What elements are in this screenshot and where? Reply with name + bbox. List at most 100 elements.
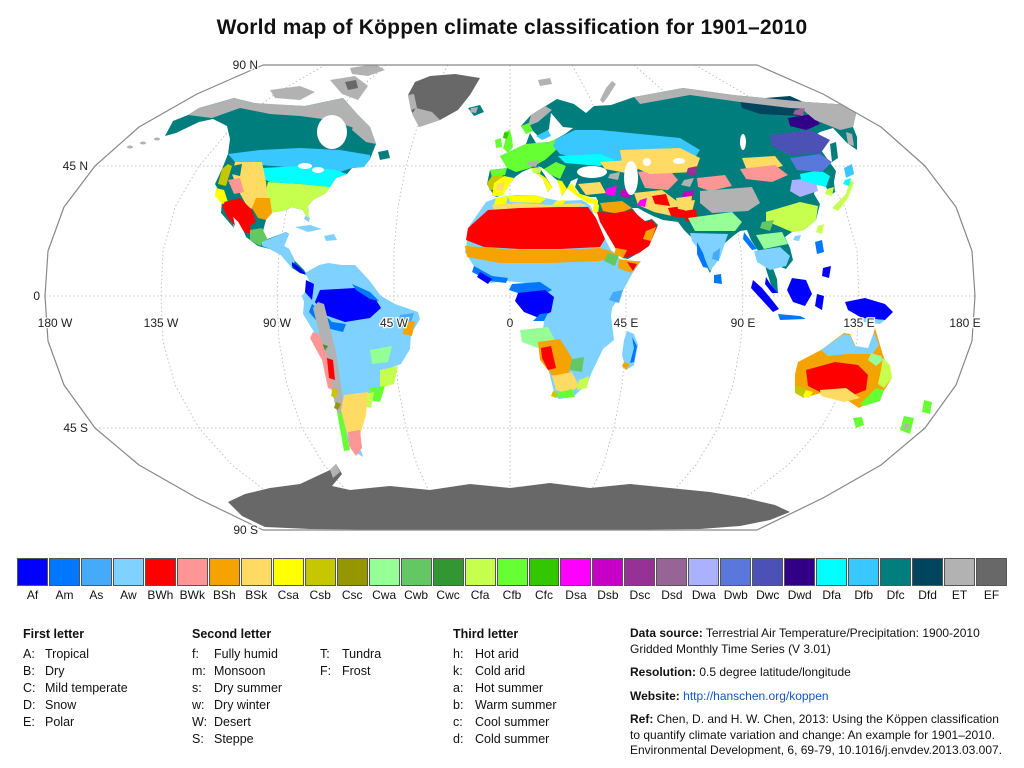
- legend-code: Csb: [309, 588, 331, 602]
- definition-key: E:: [23, 715, 35, 729]
- legend-code: Dsb: [597, 588, 619, 602]
- legend-item: Dsb: [592, 558, 624, 602]
- legend-swatch: [592, 558, 624, 586]
- legend-item: Dwc: [752, 558, 784, 602]
- definition-row: A: Tropical: [23, 646, 183, 663]
- website-label: Website:: [630, 688, 680, 703]
- legend-item: Cfc: [528, 558, 560, 602]
- definition-label: Hot summer: [475, 681, 544, 695]
- reference-label: Ref:: [630, 712, 654, 726]
- legend-code: As: [89, 588, 104, 602]
- legend-item: ET: [944, 558, 976, 602]
- definition-label: Desert: [214, 715, 251, 729]
- definition-key: S:: [192, 732, 204, 746]
- definition-row: b: Warm summer: [453, 697, 618, 714]
- legend-swatch: [848, 558, 880, 586]
- legend-code: Dwd: [787, 588, 812, 602]
- legend-item: Af: [17, 558, 48, 602]
- legend-swatch: [144, 558, 176, 586]
- definition-row: k: Cold arid: [453, 663, 618, 680]
- definition-label: Mild temperate: [45, 681, 128, 695]
- arctic-islands: [127, 65, 616, 149]
- legend-swatch: [80, 558, 112, 586]
- definition-label: Warm summer: [475, 698, 557, 712]
- legend-code: Dwb: [723, 588, 748, 602]
- second-letter-title: Second letter: [192, 627, 272, 641]
- legend-code: BSk: [245, 588, 268, 602]
- legend-swatch: [400, 558, 432, 586]
- legend-item: Dfc: [880, 558, 912, 602]
- legend-swatch: [720, 558, 752, 586]
- legend-swatch: [48, 558, 80, 586]
- definition-label: Tropical: [45, 647, 89, 661]
- legend-code: Dfa: [822, 588, 842, 602]
- legend-code: Dwc: [756, 588, 780, 602]
- legend-code: Dsd: [661, 588, 683, 602]
- legend-item: Cfa: [464, 558, 496, 602]
- legend-code: BWk: [179, 588, 205, 602]
- legend-item: Cfb: [496, 558, 528, 602]
- definition-label: Monsoon: [214, 664, 266, 678]
- second-letter-extra-list: T: Tundra F: Frost: [320, 646, 381, 748]
- lon-label-45e: 45 E: [614, 316, 639, 330]
- caribbean: [295, 225, 337, 241]
- definition-label: Steppe: [214, 732, 254, 746]
- world-map: 90 N 45 N 0 45 S 90 S 180 W 135 W 90 W 4…: [32, 57, 982, 539]
- definition-row: D: Snow: [23, 697, 183, 714]
- legend-item: Cwa: [368, 558, 400, 602]
- third-letter-section: Third letter h: Hot arid k: Cold arid a:…: [453, 626, 618, 748]
- definition-row: W: Desert: [192, 714, 320, 731]
- definition-label: Snow: [45, 698, 77, 712]
- legend-item: Cwb: [400, 558, 432, 602]
- legend-item: Csc: [336, 558, 368, 602]
- legend-code: Cfb: [502, 588, 522, 602]
- legend-swatch: [528, 558, 560, 586]
- legend-code: BSh: [212, 588, 236, 602]
- legend-item: Dfd: [912, 558, 944, 602]
- lat-label-45s: 45 S: [63, 421, 88, 435]
- legend-swatch: [464, 558, 496, 586]
- legend-item: Dsc: [624, 558, 656, 602]
- lat-label-90s: 90 S: [233, 523, 258, 537]
- lon-label-90e: 90 E: [731, 316, 756, 330]
- lat-label-0: 0: [33, 289, 40, 303]
- second-letter-section: Second letter f: Fully humid m: Monsoon …: [192, 626, 447, 748]
- definition-row: S: Steppe: [192, 731, 320, 748]
- legend-item: Am: [48, 558, 80, 602]
- legend-swatch: [112, 558, 144, 586]
- definition-row: a: Hot summer: [453, 680, 618, 697]
- definition-label: Fully humid: [214, 647, 278, 661]
- definition-key: h:: [453, 647, 464, 661]
- legend-code: Csa: [277, 588, 299, 602]
- definition-row: B: Dry: [23, 663, 183, 680]
- climate-legend: Af Am As Aw BWh BWk: [17, 558, 1008, 602]
- legend-swatch: [368, 558, 400, 586]
- legend-item: As: [80, 558, 112, 602]
- definition-key: A:: [23, 647, 35, 661]
- legend-swatch: [880, 558, 912, 586]
- definition-key: D:: [23, 698, 36, 712]
- legend-code: Af: [26, 588, 39, 602]
- legend-item: Dfb: [848, 558, 880, 602]
- legend-code: Cwc: [436, 588, 460, 602]
- data-source-line: Data source: Terrestrial Air Temperature…: [630, 626, 1008, 657]
- website-line: Website: http://hanschen.org/koppen: [630, 689, 1008, 705]
- legend-swatch: [496, 558, 528, 586]
- lat-label-45n: 45 N: [63, 159, 88, 173]
- definition-key: C:: [23, 681, 36, 695]
- definition-row: h: Hot arid: [453, 646, 618, 663]
- definition-key: F:: [320, 664, 332, 678]
- legend-item: Dwb: [720, 558, 752, 602]
- website-link[interactable]: http://hanschen.org/koppen: [683, 688, 829, 703]
- legend-code: EF: [983, 588, 1000, 602]
- definition-row: c: Cool summer: [453, 714, 618, 731]
- definition-label: Frost: [342, 664, 371, 678]
- legend-code: Dfc: [886, 588, 905, 602]
- lat-label-90n: 90 N: [233, 58, 258, 72]
- third-letter-title: Third letter: [453, 627, 519, 641]
- definition-row: m: Monsoon: [192, 663, 320, 680]
- legend-items: Af Am As Aw BWh BWk: [17, 558, 1008, 602]
- definition-row: T: Tundra: [320, 646, 381, 663]
- legend-item: Dwa: [688, 558, 720, 602]
- legend-code: Cwb: [404, 588, 429, 602]
